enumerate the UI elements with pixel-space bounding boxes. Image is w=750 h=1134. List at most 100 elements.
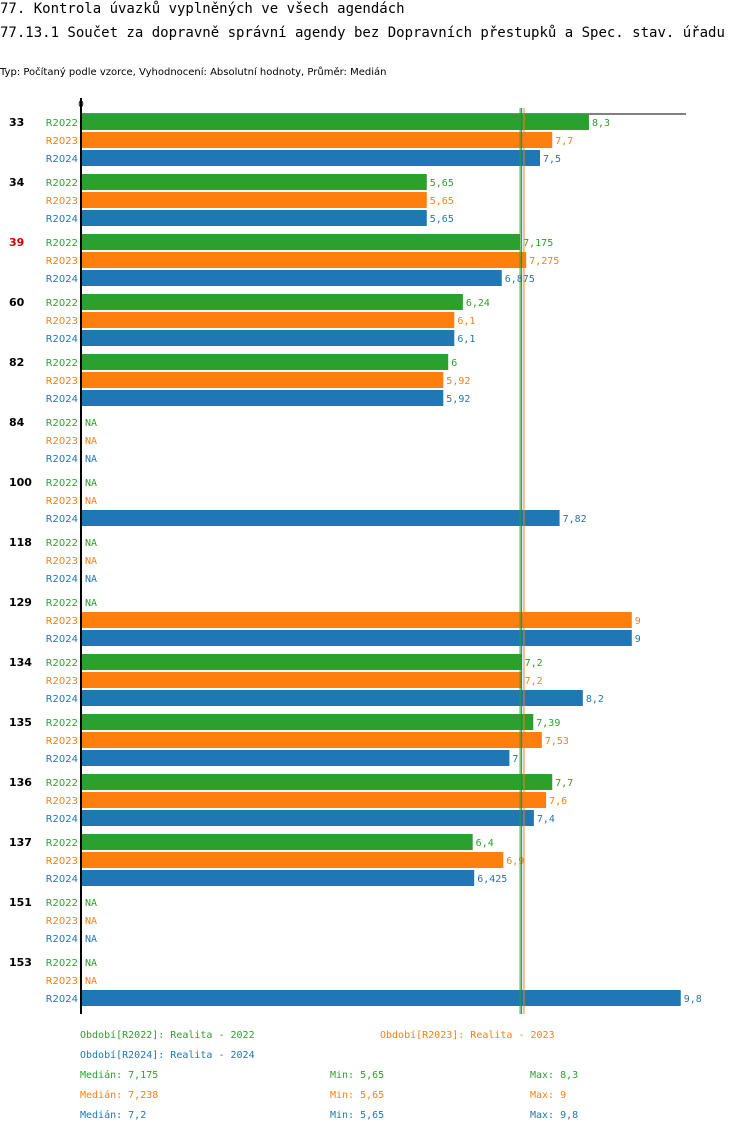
series-label: R2024 [46,934,78,945]
data-label: 5,92 [446,376,470,387]
na-label: NA [85,574,97,585]
bar [81,870,475,886]
stat-median-r2023: Medián: 7,238 [80,1090,159,1101]
series-label: R2023 [46,316,78,327]
series-label: R2022 [46,958,78,969]
series-label: R2022 [46,418,78,429]
stat-max-r2023: Max: 9 [530,1090,567,1101]
chart-subtitle: 77.13.1 Součet za dopravně správní agend… [0,25,725,41]
chart-meta: Typ: Počítaný podle vzorce, Vyhodnocení:… [0,67,387,78]
data-label: 9,8 [684,994,702,1005]
group-label: 118 [9,536,32,549]
series-label: R2024 [46,334,78,345]
series-label: R2023 [46,136,78,147]
series-label: R2022 [46,898,78,909]
series-label: R2022 [46,838,78,849]
series-label: R2024 [46,634,78,645]
series-label: R2023 [46,196,78,207]
stat-min-r2023: Min: 5,65 [330,1090,385,1101]
na-label: NA [85,418,97,429]
series-label: R2024 [46,154,78,165]
series-label: R2022 [46,538,78,549]
series-label: R2022 [46,718,78,729]
series-label: R2022 [46,298,78,309]
bar [81,714,534,730]
group-label: 84 [9,416,25,429]
series-label: R2023 [46,496,78,507]
data-label: 7,2 [525,658,543,669]
data-label: 7,2 [525,676,543,687]
series-label: R2023 [46,736,78,747]
data-label: 7,275 [529,256,559,267]
stat-min-r2022: Min: 5,65 [330,1070,385,1081]
bar [81,990,681,1006]
bar [81,852,504,868]
chart-title: 77. Kontrola úvazků vyplněných ve všech … [0,1,405,17]
bar [81,834,473,850]
data-label: 9 [635,634,641,645]
series-label: R2023 [46,436,78,447]
data-label: 7,39 [536,718,560,729]
na-label: NA [85,538,97,549]
group-label: 33 [9,116,24,129]
data-label: 5,92 [446,394,470,405]
group-label: 136 [9,776,32,789]
bar [81,354,449,370]
bar [81,774,553,790]
legend-r2022: Období[R2022]: Realita - 2022 [80,1030,255,1041]
data-label: 7 [512,754,518,765]
group-label: 153 [9,956,32,969]
group-label: 137 [9,836,32,849]
data-label: 7,7 [555,136,573,147]
series-label: R2022 [46,778,78,789]
series-label: R2024 [46,514,78,525]
na-label: NA [85,958,97,969]
bar [81,672,522,688]
bar [81,252,527,268]
data-label: 7,7 [555,778,573,789]
group-label: 100 [9,476,32,489]
group-label: 129 [9,596,32,609]
bar [81,270,502,286]
series-label: R2024 [46,754,78,765]
series-label: R2022 [46,598,78,609]
bar [81,792,547,808]
data-label: 6,425 [477,874,507,885]
data-label: 6,1 [457,334,475,345]
group-label: 60 [9,296,25,309]
bar [81,174,427,190]
bar [81,390,444,406]
series-label: R2024 [46,394,78,405]
series-label: R2023 [46,256,78,267]
data-label: 7,53 [545,736,569,747]
na-label: NA [85,454,97,465]
stat-median-r2022: Medián: 7,175 [80,1070,159,1081]
series-label: R2022 [46,478,78,489]
bar [81,810,534,826]
na-label: NA [85,478,97,489]
bar [81,732,542,748]
series-label: R2024 [46,814,78,825]
series-label: R2023 [46,616,78,627]
data-label: 5,65 [430,214,454,225]
bar [81,294,463,310]
stat-max-r2022: Max: 8,3 [530,1070,579,1081]
series-label: R2023 [46,916,78,927]
series-label: R2023 [46,556,78,567]
bar [81,192,427,208]
na-label: NA [85,934,97,945]
bar [81,132,553,148]
bar [81,612,632,628]
bar [81,330,455,346]
data-label: 7,175 [523,238,553,249]
na-label: NA [85,916,97,927]
group-label: 134 [9,656,32,669]
na-label: NA [85,556,97,567]
data-label: 5,65 [430,178,454,189]
series-label: R2023 [46,796,78,807]
series-label: R2024 [46,214,78,225]
bar [81,150,540,166]
data-label: 7,82 [563,514,587,525]
data-label: 7,6 [549,796,567,807]
bar [81,312,455,328]
